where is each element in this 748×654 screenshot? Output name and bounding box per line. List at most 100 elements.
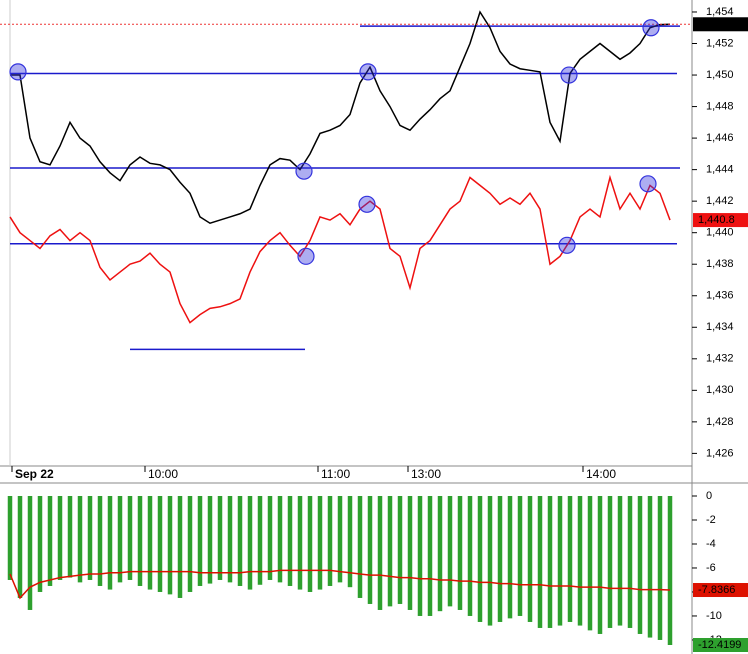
histogram-bar xyxy=(287,495,293,586)
histogram-bar xyxy=(97,495,103,586)
x-tick-label: Sep 22 xyxy=(15,467,54,481)
histogram-bar xyxy=(557,495,563,626)
histogram-bar xyxy=(347,495,353,588)
signal-marker xyxy=(295,162,313,180)
histogram-bar xyxy=(167,495,173,595)
histogram-bar xyxy=(87,495,93,580)
histogram-bar xyxy=(447,495,453,607)
histogram-bar xyxy=(507,495,513,619)
y-tick-label: 1,432 xyxy=(706,353,734,365)
histogram-bar xyxy=(647,495,653,638)
histogram-bar xyxy=(407,495,413,610)
y-tick-label: 1,452 xyxy=(706,37,734,49)
histogram-bar xyxy=(367,495,373,604)
x-tick-label: 11:00 xyxy=(321,467,350,481)
histogram-bar xyxy=(147,495,153,590)
histogram-bar xyxy=(667,495,673,646)
histogram-bar xyxy=(337,495,343,583)
last-value-box xyxy=(693,213,748,228)
y-tick-label: 1,448 xyxy=(706,100,734,112)
last-value-label: 1,453.22 xyxy=(698,18,741,30)
histogram-bar xyxy=(207,495,213,584)
y-tick-label: -2 xyxy=(706,514,716,526)
histogram-bar xyxy=(67,495,73,578)
histogram-bar xyxy=(117,495,123,583)
y-tick-label: 1,446 xyxy=(706,132,734,144)
y-tick-label: 1,444 xyxy=(706,164,734,176)
y-tick-label: 1,430 xyxy=(706,384,734,396)
y-tick-label: 1,454 xyxy=(706,6,734,18)
histogram-bar xyxy=(297,495,303,590)
signal-marker xyxy=(558,236,576,254)
x-tick-label: 13:00 xyxy=(411,467,441,481)
histogram-bar xyxy=(307,495,313,592)
histogram-bar xyxy=(627,495,633,628)
last-value-label: -7.8366 xyxy=(698,584,735,596)
histogram-bar xyxy=(197,495,203,586)
y-tick-label: 0 xyxy=(706,490,712,502)
histogram-bar xyxy=(57,495,63,580)
histogram-bar xyxy=(27,495,33,610)
histogram-bar xyxy=(227,495,233,583)
y-tick-label: 1,434 xyxy=(706,321,734,333)
histogram-bar xyxy=(7,495,13,580)
histogram-bar xyxy=(437,495,443,612)
histogram-bar xyxy=(607,495,613,628)
histogram-bar xyxy=(587,495,593,631)
histogram-bar xyxy=(217,495,223,580)
histogram-bar xyxy=(187,495,193,592)
histogram-bar xyxy=(257,495,263,585)
histogram-bar xyxy=(107,495,113,590)
signal-marker xyxy=(358,195,376,213)
x-tick-label: 14:00 xyxy=(586,467,616,481)
y-tick-label: 1,442 xyxy=(706,195,734,207)
price-line xyxy=(10,10,671,225)
histogram-bar xyxy=(417,495,423,616)
histogram-bar xyxy=(397,495,403,604)
y-tick-label: -6 xyxy=(706,562,716,574)
last-value-box xyxy=(693,17,748,32)
histogram-bar xyxy=(517,495,523,616)
y-tick-label: -10 xyxy=(706,610,722,622)
signal-marker xyxy=(642,19,660,37)
y-tick-label: 1,436 xyxy=(706,290,734,302)
y-tick-label: 1,450 xyxy=(706,69,734,81)
histogram-bar xyxy=(577,495,583,626)
histogram-bar xyxy=(317,495,323,590)
histogram-bar xyxy=(377,495,383,610)
histogram-bar xyxy=(527,495,533,622)
histogram-bar xyxy=(267,495,273,580)
histogram-bar xyxy=(497,495,503,622)
signal-marker xyxy=(359,63,377,81)
signal-marker xyxy=(297,247,315,265)
histogram-bar xyxy=(467,495,473,616)
histogram-bar xyxy=(597,495,603,634)
last-value-box xyxy=(693,583,748,598)
price-line xyxy=(9,174,671,324)
last-value-label: 1,440.8 xyxy=(698,214,735,226)
histogram-bar xyxy=(137,495,143,586)
signal-marker xyxy=(639,175,657,193)
price-line xyxy=(9,569,671,600)
histogram-bar xyxy=(157,495,163,592)
histogram-bar xyxy=(487,495,493,626)
histogram-bar xyxy=(37,495,43,592)
histogram-bar xyxy=(77,495,83,583)
histogram-bar xyxy=(47,495,53,586)
histogram-bar xyxy=(547,495,553,628)
histogram-bar xyxy=(247,495,253,590)
last-value-box xyxy=(693,638,748,653)
histogram-bar xyxy=(17,495,23,598)
histogram-bar xyxy=(427,495,433,616)
y-tick-label: 1,440 xyxy=(706,227,734,239)
histogram-bar xyxy=(277,495,283,583)
histogram-bar xyxy=(237,495,243,586)
x-tick-label: 10:00 xyxy=(148,467,178,481)
y-tick-label: 1,428 xyxy=(706,416,734,428)
histogram-bar xyxy=(477,495,483,622)
histogram-bar xyxy=(387,495,393,607)
histogram-bar xyxy=(637,495,643,634)
histogram-bar xyxy=(457,495,463,610)
